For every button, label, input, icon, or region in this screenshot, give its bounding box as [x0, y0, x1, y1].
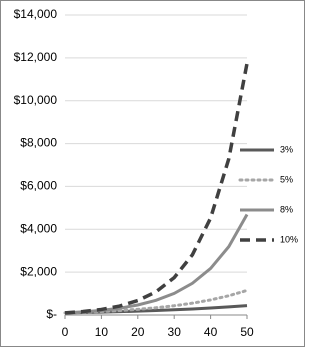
y-tick-label: $10,000 [14, 93, 58, 107]
legend-label: 8% [280, 204, 293, 214]
legend-label: 5% [280, 174, 293, 184]
x-tick-label: 20 [131, 325, 145, 339]
x-tick-label: 0 [62, 325, 69, 339]
series-line [64, 63, 249, 315]
y-tick-label: $12,000 [14, 50, 58, 64]
x-tick-label: 10 [95, 325, 109, 339]
y-tick-label: $2,000 [20, 264, 57, 278]
y-tick-label: $8,000 [20, 136, 57, 150]
x-tick-label: 50 [240, 325, 254, 339]
y-tick-label: $4,000 [20, 221, 57, 235]
y-tick-label: $6,000 [20, 179, 57, 193]
legend-label: 3% [280, 144, 293, 154]
y-tick-label: $14,000 [14, 7, 58, 21]
y-tick-label: $- [46, 307, 57, 321]
x-tick-label: 30 [168, 325, 182, 339]
legend-label: 10% [280, 234, 298, 244]
series-line [64, 213, 249, 315]
chart: $- $2,000 $4,000 $6,000 $8,000 $10,000 $12,000… [0, 0, 305, 347]
x-tick-label: 40 [204, 325, 218, 339]
